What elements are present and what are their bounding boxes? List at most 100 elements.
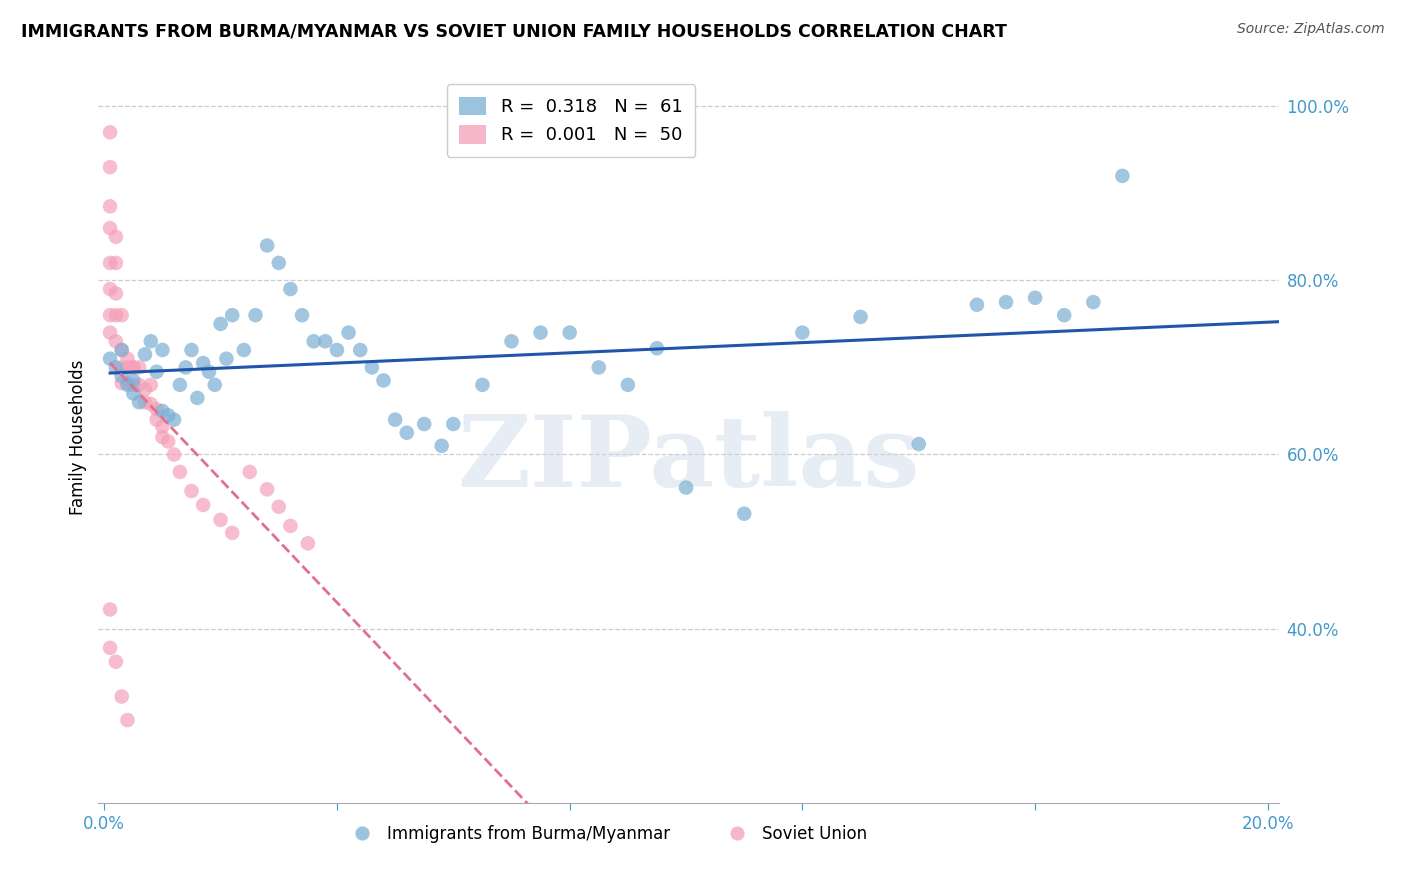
- Point: [98, 308, 121, 322]
- Point: [104, 655, 127, 669]
- Point: [152, 430, 174, 444]
- Point: [430, 439, 453, 453]
- Point: [157, 409, 180, 423]
- Point: [139, 334, 162, 349]
- Point: [104, 334, 127, 349]
- Point: [215, 351, 238, 366]
- Point: [267, 500, 290, 514]
- Point: [1024, 291, 1046, 305]
- Point: [104, 256, 127, 270]
- Point: [1053, 308, 1076, 322]
- Point: [995, 295, 1018, 310]
- Point: [645, 341, 668, 355]
- Point: [245, 308, 267, 322]
- Point: [163, 412, 186, 426]
- Point: [232, 343, 254, 357]
- Y-axis label: Family Households: Family Households: [69, 359, 87, 515]
- Point: [152, 343, 174, 357]
- Point: [186, 391, 208, 405]
- Point: [152, 404, 174, 418]
- Point: [256, 483, 278, 497]
- Point: [104, 360, 127, 375]
- Point: [256, 238, 278, 252]
- Point: [1111, 169, 1133, 183]
- Text: ZIPatlas: ZIPatlas: [458, 410, 920, 508]
- Point: [128, 377, 150, 392]
- Point: [395, 425, 418, 440]
- Point: [169, 465, 191, 479]
- Point: [349, 343, 371, 357]
- Point: [104, 308, 127, 322]
- Text: IMMIGRANTS FROM BURMA/MYANMAR VS SOVIET UNION FAMILY HOUSEHOLDS CORRELATION CHAR: IMMIGRANTS FROM BURMA/MYANMAR VS SOVIET …: [21, 22, 1007, 40]
- Point: [122, 360, 145, 375]
- Point: [302, 334, 325, 349]
- Point: [117, 351, 139, 366]
- Point: [104, 286, 127, 301]
- Point: [209, 317, 232, 331]
- Point: [111, 690, 134, 704]
- Point: [111, 369, 134, 384]
- Point: [145, 402, 167, 417]
- Point: [337, 326, 360, 340]
- Point: [441, 417, 464, 431]
- Point: [907, 437, 929, 451]
- Point: [588, 360, 610, 375]
- Point: [239, 465, 262, 479]
- Point: [191, 498, 214, 512]
- Point: [297, 536, 319, 550]
- Point: [221, 308, 243, 322]
- Point: [471, 377, 494, 392]
- Point: [98, 160, 121, 174]
- Point: [280, 282, 302, 296]
- Point: [122, 377, 145, 392]
- Point: [122, 360, 145, 375]
- Point: [280, 519, 302, 533]
- Point: [558, 326, 581, 340]
- Point: [501, 334, 523, 349]
- Point: [326, 343, 349, 357]
- Point: [98, 282, 121, 296]
- Point: [134, 395, 156, 409]
- Point: [117, 377, 139, 392]
- Point: [98, 351, 121, 366]
- Point: [733, 507, 755, 521]
- Point: [111, 360, 134, 375]
- Point: [139, 377, 162, 392]
- Point: [145, 412, 167, 426]
- Point: [675, 481, 697, 495]
- Point: [122, 374, 145, 388]
- Point: [134, 347, 156, 361]
- Point: [117, 713, 139, 727]
- Point: [98, 602, 121, 616]
- Point: [373, 374, 395, 388]
- Point: [128, 360, 150, 375]
- Point: [198, 365, 221, 379]
- Point: [104, 229, 127, 244]
- Point: [111, 343, 134, 357]
- Point: [163, 448, 186, 462]
- Point: [128, 395, 150, 409]
- Point: [169, 377, 191, 392]
- Point: [145, 365, 167, 379]
- Point: [413, 417, 436, 431]
- Legend: Immigrants from Burma/Myanmar, Soviet Union: Immigrants from Burma/Myanmar, Soviet Un…: [339, 818, 873, 849]
- Point: [157, 434, 180, 449]
- Point: [209, 513, 232, 527]
- Point: [529, 326, 551, 340]
- Point: [98, 640, 121, 655]
- Point: [204, 377, 226, 392]
- Point: [1083, 295, 1105, 310]
- Point: [966, 298, 988, 312]
- Point: [291, 308, 314, 322]
- Point: [117, 376, 139, 390]
- Point: [314, 334, 336, 349]
- Point: [360, 360, 382, 375]
- Point: [617, 377, 640, 392]
- Point: [122, 386, 145, 401]
- Point: [180, 343, 202, 357]
- Point: [98, 125, 121, 139]
- Point: [98, 221, 121, 235]
- Point: [98, 199, 121, 213]
- Point: [98, 256, 121, 270]
- Point: [792, 326, 814, 340]
